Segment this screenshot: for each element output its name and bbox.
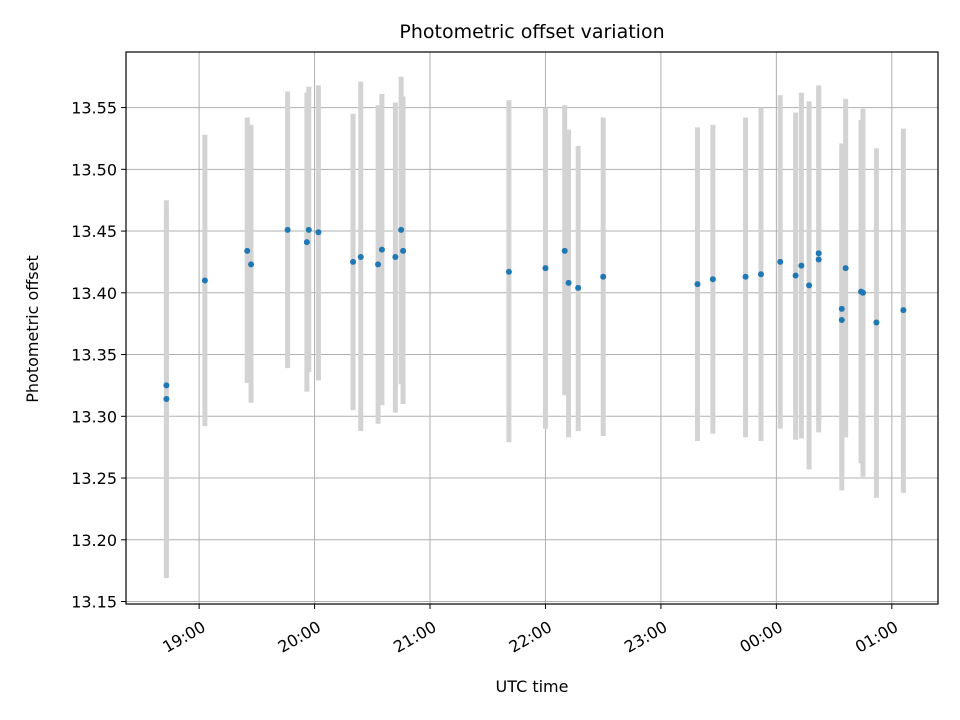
x-axis-ticks: 19:00 20:00 21:00 22:00 23:00 00:00 01:00 [159,604,901,657]
data-point [350,258,357,265]
y-tick-label: 13.20 [71,531,117,550]
data-point [815,250,822,257]
data-point [873,319,880,326]
x-tick-label: 22:00 [506,617,555,657]
y-tick-label: 13.40 [71,284,117,303]
data-point [542,265,549,272]
y-tick-label: 13.35 [71,346,117,365]
y-tick-label: 13.50 [71,160,117,179]
data-point [742,273,749,280]
data-point [694,281,701,288]
data-point [357,253,364,260]
data-point [838,316,845,323]
y-axis-label: Photometric offset [23,255,42,403]
error-bars [163,76,906,579]
data-point [244,247,251,254]
data-points [163,226,907,403]
data-point [303,239,310,246]
data-point [378,246,385,253]
y-tick-label: 13.25 [71,469,117,488]
data-point [284,226,291,233]
x-tick-label: 01:00 [852,617,901,657]
data-point [305,226,312,233]
data-point [392,253,399,260]
data-point [815,256,822,263]
data-point [400,247,407,254]
data-point [248,261,255,268]
x-tick-label: 19:00 [159,617,208,657]
data-point [575,284,582,291]
data-point [600,273,607,280]
data-point [900,307,907,314]
plot-frame [125,51,939,605]
data-point [859,289,866,296]
y-tick-label: 13.30 [71,407,117,426]
x-tick-label: 23:00 [621,617,670,657]
data-point [838,305,845,312]
x-tick-label: 00:00 [736,617,785,657]
data-point [565,279,572,286]
data-point [163,382,170,389]
data-point [315,229,322,236]
data-point [842,265,849,272]
x-tick-label: 20:00 [275,617,324,657]
y-tick-label: 13.15 [71,593,117,612]
data-point [806,282,813,289]
data-point [792,272,799,279]
chart-title: Photometric offset variation [399,21,664,43]
data-point [709,276,716,283]
data-point [757,271,764,278]
data-point [375,261,382,268]
data-point [505,268,512,275]
x-tick-label: 21:00 [390,617,439,657]
y-tick-label: 13.45 [71,222,117,241]
data-point [561,247,568,254]
y-tick-label: 13.55 [71,99,117,118]
data-point [798,262,805,269]
y-axis-ticks: 13.15 13.20 13.25 13.30 13.35 13.40 13.45 13.50… [71,99,126,612]
data-point [201,277,208,284]
x-axis-label: UTC time [496,677,569,696]
data-point [777,258,784,265]
data-point [398,226,405,233]
data-point [163,396,170,403]
